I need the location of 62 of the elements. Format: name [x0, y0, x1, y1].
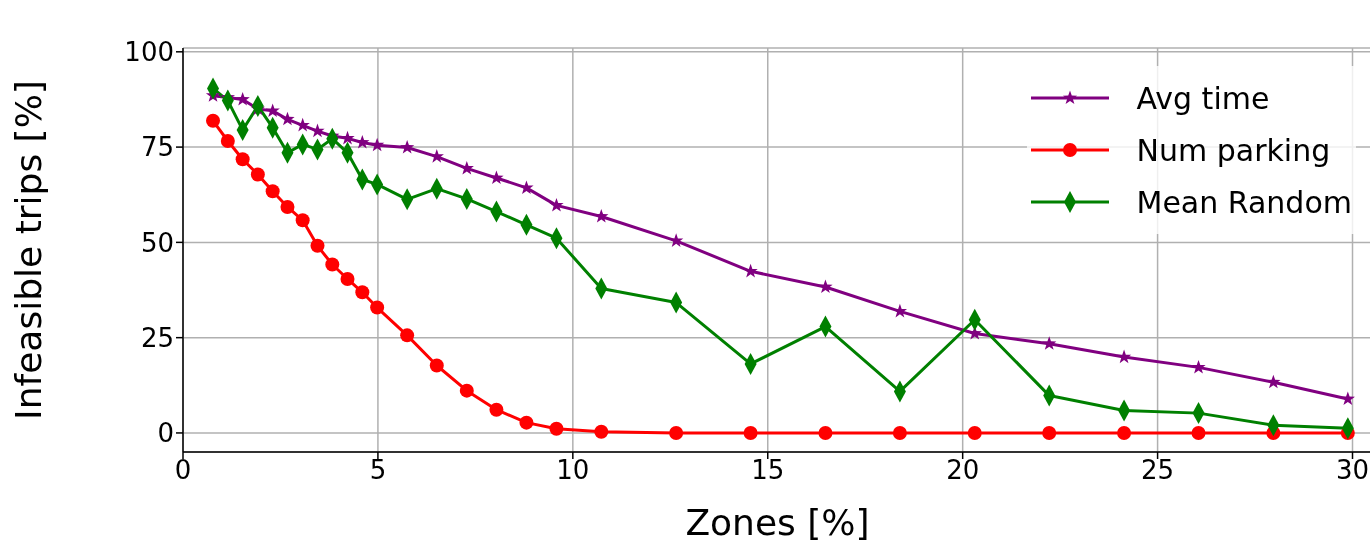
point	[355, 135, 370, 149]
point	[295, 117, 310, 132]
x-tick-label: 30	[1335, 455, 1370, 486]
point	[265, 103, 280, 117]
y-tick-label: 25	[140, 322, 174, 353]
point	[1042, 336, 1057, 350]
point	[250, 167, 265, 182]
point	[1117, 425, 1132, 440]
y-tick-label: 100	[124, 37, 174, 68]
point	[1266, 374, 1281, 389]
x-tick-label: 10	[556, 455, 590, 486]
point	[325, 257, 340, 272]
legend-label: Avg time	[1136, 80, 1270, 116]
point	[1191, 425, 1206, 440]
point	[310, 123, 325, 138]
point	[519, 180, 534, 194]
legend-label: Mean Random	[1136, 184, 1352, 220]
x-tick-label: 25	[1141, 455, 1175, 486]
point	[235, 152, 250, 167]
point	[370, 300, 385, 315]
point	[743, 263, 758, 278]
point	[340, 271, 355, 286]
point	[265, 184, 280, 199]
point	[295, 213, 310, 228]
y-tick-label: 50	[140, 227, 174, 258]
point	[519, 415, 534, 430]
point	[669, 233, 684, 247]
point	[489, 402, 504, 417]
point	[429, 358, 444, 373]
point	[892, 425, 907, 440]
x-tick-label: 5	[369, 455, 387, 486]
point	[1042, 425, 1057, 440]
point	[1116, 349, 1132, 364]
point	[206, 113, 221, 128]
point	[235, 91, 250, 106]
point	[818, 279, 833, 294]
point	[1340, 391, 1355, 406]
point	[594, 424, 609, 439]
y-axis-title: Infeasible trips [%]	[7, 80, 49, 420]
point	[459, 383, 474, 398]
point	[967, 425, 982, 440]
point	[549, 197, 564, 212]
point	[280, 111, 295, 126]
y-tick-label: 0	[157, 418, 174, 449]
legend-label: Num parking	[1136, 132, 1331, 168]
point	[370, 137, 385, 152]
x-axis-title: Zones [%]	[685, 502, 870, 543]
point	[818, 425, 833, 440]
point	[280, 199, 295, 214]
point	[400, 139, 415, 154]
x-tick-label: 15	[751, 455, 785, 486]
point	[310, 238, 325, 253]
y-tick-label: 75	[140, 132, 174, 163]
point	[743, 425, 758, 440]
point	[549, 421, 564, 436]
point	[400, 328, 415, 343]
point	[1191, 359, 1206, 374]
point	[355, 285, 370, 300]
point	[220, 134, 235, 148]
point	[669, 425, 684, 440]
x-tick-label: 20	[946, 455, 980, 486]
point	[459, 160, 474, 175]
